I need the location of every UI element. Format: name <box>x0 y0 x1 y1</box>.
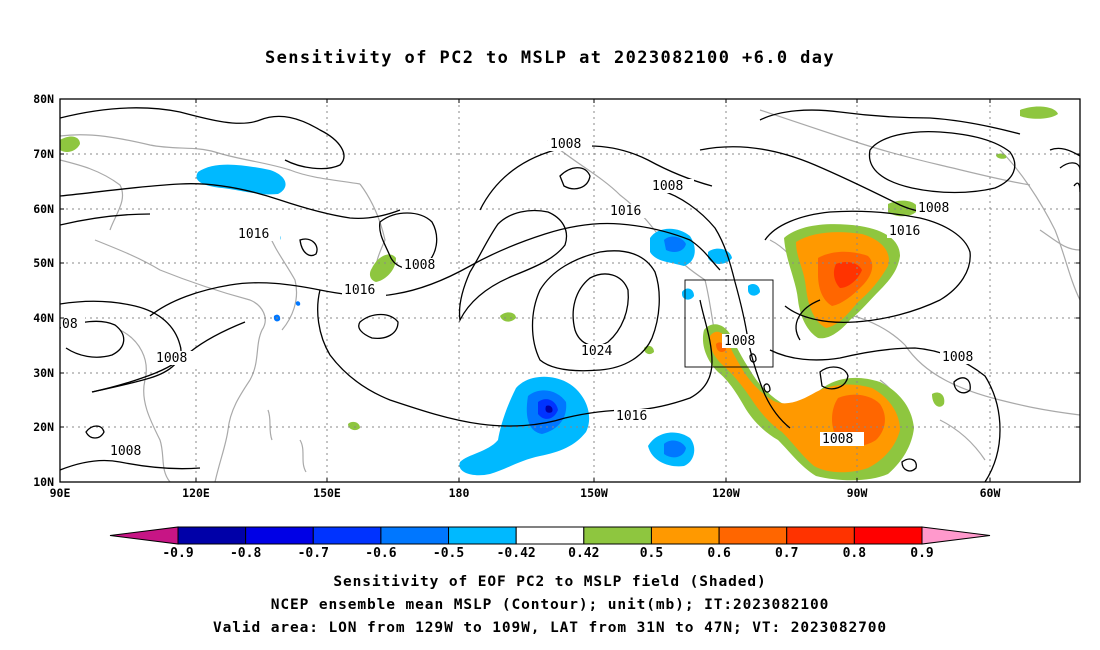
contour-label: 1008 <box>156 351 187 366</box>
colorbar-swatch <box>515 526 585 545</box>
colorbar-swatch <box>245 526 314 545</box>
contour-label: 1008 <box>918 201 949 216</box>
colorbar-label: -0.5 <box>433 546 464 561</box>
tick-marks <box>60 98 1080 483</box>
contour-label: 1008 <box>110 444 141 459</box>
colorbar-label: 0.42 <box>568 546 599 561</box>
colorbar-label: -0.7 <box>298 546 329 561</box>
colorbar-label: -0.9 <box>162 546 193 561</box>
lon-tick-label: 180 <box>449 486 470 500</box>
colorbar-label: 0.7 <box>775 546 798 561</box>
lat-labels: 80N 70N 60N 50N 40N 30N 20N 10N <box>33 92 54 489</box>
map-border <box>59 98 1081 483</box>
contour-label: 1008 <box>404 258 435 273</box>
lon-tick-label: 150E <box>313 486 341 500</box>
colorbar-min-arrow <box>109 526 179 545</box>
colorbar-label: -0.6 <box>365 546 396 561</box>
contour-label: 1016 <box>238 227 269 242</box>
valid-area-box <box>684 279 774 368</box>
contour-label: 1016 <box>610 204 641 219</box>
lat-tick-label: 60N <box>33 202 54 216</box>
lat-tick-label: 70N <box>33 147 54 161</box>
coastlines <box>60 109 1080 482</box>
colorbar-label: 0.8 <box>843 546 867 561</box>
lat-tick-label: 50N <box>33 256 54 270</box>
colorbar-swatch <box>448 526 517 545</box>
lat-tick-label: 10N <box>33 475 54 489</box>
lon-tick-label: 90W <box>847 486 868 500</box>
lon-tick-label: 120E <box>182 486 210 500</box>
contour-label: 1016 <box>889 224 920 239</box>
contour-label: 1008 <box>652 179 683 194</box>
mslp-contours <box>60 107 1080 482</box>
contour-labels: 1008 1008 1016 1016 1008 1016 1024 1008 … <box>61 137 984 459</box>
lon-labels: 90E 120E 150E 180 150W 120W 90W 60W <box>50 486 1001 500</box>
colorbar-label: -0.8 <box>230 546 261 561</box>
colorbar-label: 0.5 <box>640 546 663 561</box>
colorbar-label: 0.9 <box>910 546 933 561</box>
map-title: Sensitivity of PC2 to MSLP at 2023082100… <box>264 48 836 68</box>
footer-line-1: Sensitivity of EOF PC2 to MSLP field (Sh… <box>333 574 767 590</box>
lon-tick-label: 90E <box>50 486 71 500</box>
colorbar-swatch <box>583 526 652 545</box>
contour-label: 08 <box>62 317 78 332</box>
lon-tick-label: 120W <box>712 486 740 500</box>
contour-label: 1008 <box>724 334 755 349</box>
colorbar-swatch <box>177 526 247 545</box>
colorbar-swatch <box>853 526 923 545</box>
colorbar-max-arrow <box>921 526 991 545</box>
contour-label: 1016 <box>344 283 375 298</box>
lon-tick-label: 150W <box>580 486 608 500</box>
colorbar-swatch <box>718 526 788 545</box>
footer-line-3: Valid area: LON from 129W to 109W, LAT f… <box>212 620 888 636</box>
colorbar-swatch <box>380 526 450 545</box>
contour-label: 1008 <box>942 350 973 365</box>
footer-line-2: NCEP ensemble mean MSLP (Contour); unit(… <box>270 597 830 613</box>
colorbar-swatch <box>786 526 855 545</box>
colorbar-swatch <box>312 526 382 545</box>
lon-tick-label: 60W <box>980 486 1001 500</box>
lat-tick-label: 40N <box>33 311 54 325</box>
contour-label: 1008 <box>550 137 581 152</box>
lat-tick-label: 20N <box>33 420 54 434</box>
colorbar-swatch <box>650 526 720 545</box>
lat-tick-label: 30N <box>33 366 54 380</box>
contour-label: 1024 <box>581 344 612 359</box>
colorbar-label: -0.42 <box>497 546 536 561</box>
lat-tick-label: 80N <box>33 92 54 106</box>
colorbar: -0.9 -0.8 -0.7 -0.6 -0.5 -0.42 0.42 0.5 0.6 0.7 0.… <box>109 526 991 561</box>
colorbar-label: 0.6 <box>707 546 731 561</box>
lat-lon-grid <box>60 99 1080 482</box>
contour-label: 1016 <box>616 409 647 424</box>
contour-label: 1008 <box>822 432 853 447</box>
